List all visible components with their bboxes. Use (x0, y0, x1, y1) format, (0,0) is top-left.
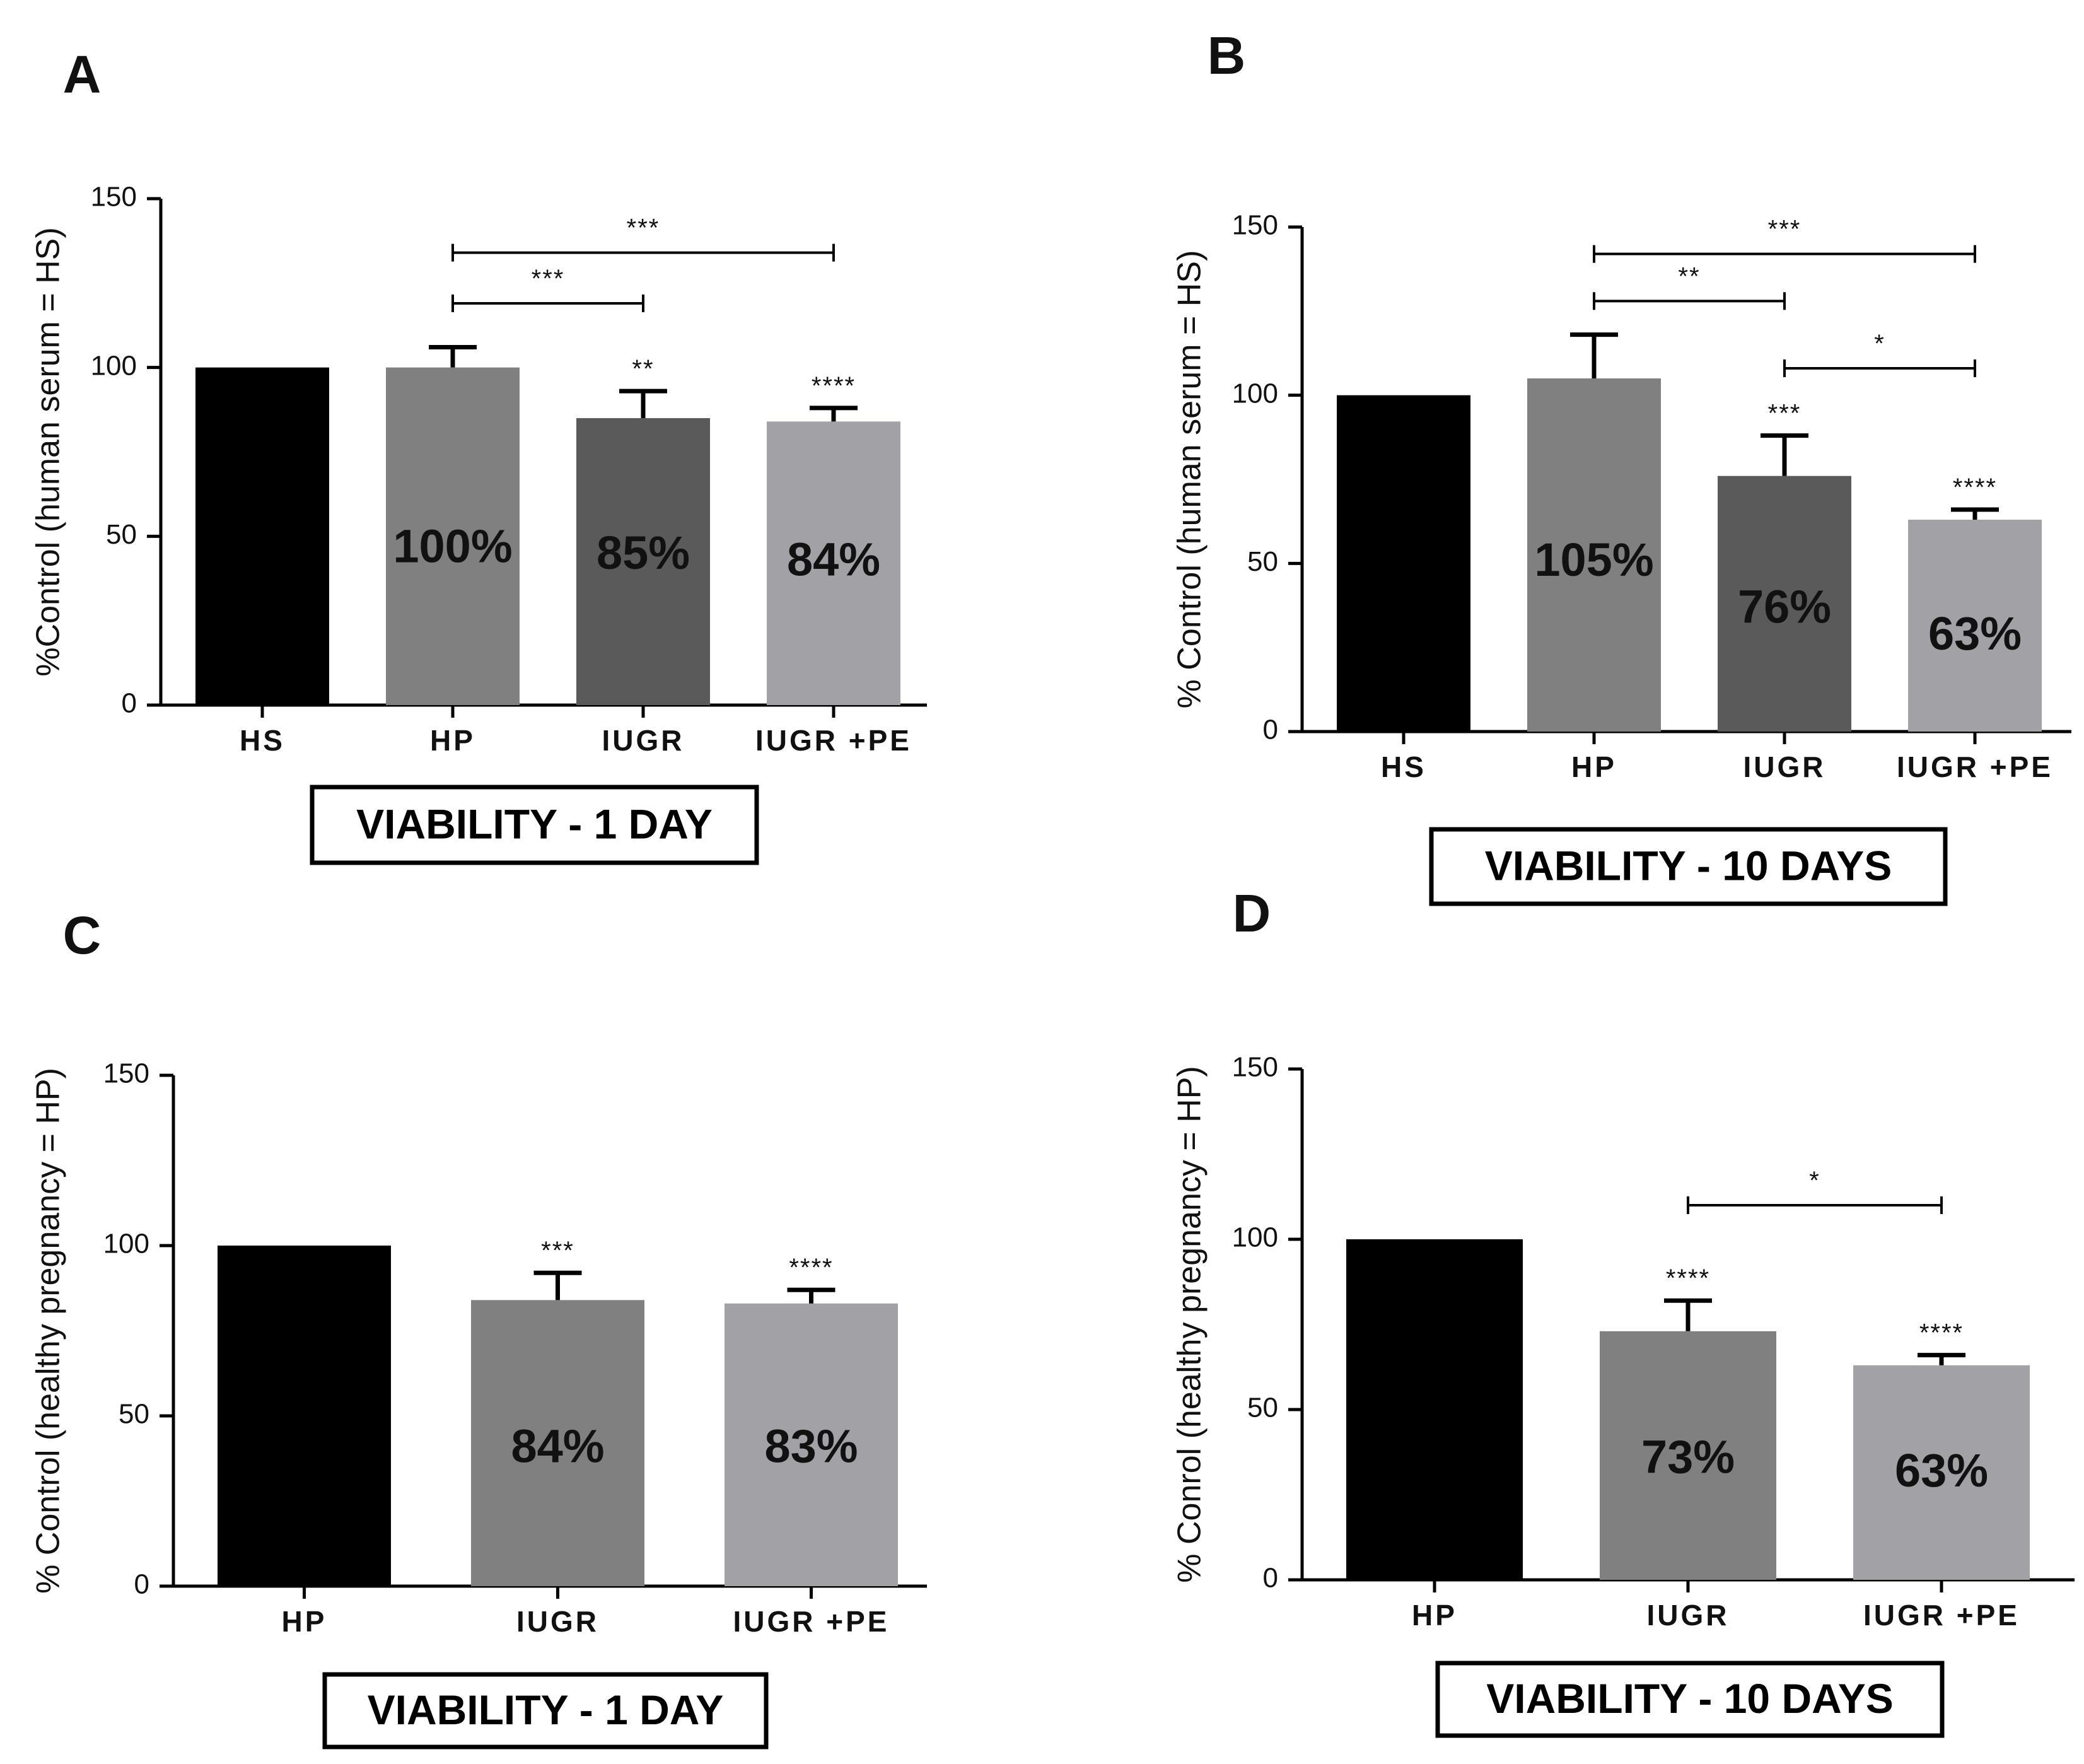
significance-marker: **** (1666, 1265, 1710, 1292)
panel-letter: D (1233, 884, 1271, 943)
significance-marker: **** (1953, 474, 1997, 501)
x-tick-label: IUGR +PE (1897, 751, 2053, 783)
y-tick-label: 0 (1263, 715, 1278, 745)
y-axis-label: % Conrol (healthy pregnancy = HP) (1172, 1066, 1208, 1582)
comparison-significance: *** (627, 214, 660, 242)
comparison-significance: ** (1678, 262, 1700, 290)
y-tick-label: 0 (1263, 1563, 1278, 1594)
title-box (322, 1672, 769, 1749)
panel-d: D 0 50 100 150 % Conrol (healthy pregnancy = … (1172, 884, 2075, 1738)
title-box (310, 785, 759, 865)
y-tick-label: 50 (106, 519, 137, 550)
bar (1718, 476, 1851, 732)
panel-letter: B (1208, 26, 1246, 85)
bar (218, 1246, 391, 1586)
y-tick-label: 150 (91, 182, 137, 213)
bar (767, 421, 900, 705)
y-tick-label: 0 (134, 1569, 149, 1600)
comparison-significance: *** (532, 265, 565, 293)
panel-a: A 0 50 100 150 %Control (human serum = HS) HS 1… (30, 45, 927, 865)
comparison-significance: * (1809, 1167, 1820, 1194)
y-tick-label: 50 (1247, 546, 1278, 577)
panel-letter: C (63, 906, 102, 965)
bar (1337, 395, 1470, 732)
significance-marker: ** (632, 355, 654, 383)
title-box (1435, 1661, 1945, 1738)
bar-value-label: 85% (597, 527, 690, 579)
x-tick-label: HP (1571, 751, 1617, 783)
bar (1600, 1331, 1776, 1580)
significance-marker: **** (1919, 1319, 1964, 1347)
bar-value-label: 84% (511, 1420, 604, 1473)
significance-marker: **** (812, 372, 856, 400)
chart-title: VIABILITY - 1 DAY (356, 800, 713, 847)
bar-value-label: 73% (1641, 1431, 1735, 1483)
x-tick-label: IUGR +PE (733, 1605, 889, 1638)
bar (1346, 1239, 1523, 1580)
bar-value-label: 84% (787, 534, 880, 586)
x-tick-label: HP (430, 724, 475, 757)
chart-title: VIABILITY - 10 DAYS (1486, 1675, 1894, 1722)
chart-title: VIABILITY - 1 DAY (368, 1686, 724, 1733)
x-tick-label: IUGR +PE (1863, 1599, 2020, 1632)
comparison-significance: * (1874, 330, 1885, 358)
x-tick-label: IUGR (1743, 751, 1826, 783)
panel-b: B 0 50 100 150 % Control (human serum = HS) HS… (1172, 26, 2071, 906)
bar (1908, 520, 2042, 732)
bar-value-label: 76% (1738, 581, 1831, 633)
y-axis-label: %Control (human serum = HS) (30, 227, 67, 676)
bar (195, 367, 329, 705)
x-tick-label: HP (282, 1605, 327, 1638)
y-axis-label: % Control (human serum = HS) (1172, 250, 1208, 709)
bar-value-label: 105% (1534, 534, 1653, 586)
bar-value-label: 83% (764, 1420, 858, 1473)
bar (725, 1303, 898, 1586)
y-tick-label: 150 (1232, 210, 1278, 241)
bar-value-label: 63% (1895, 1444, 1988, 1497)
comparison-significance: *** (1768, 216, 1802, 243)
x-tick-label: IUGR (602, 724, 685, 757)
y-tick-label: 100 (103, 1229, 149, 1259)
x-tick-label: HP (1412, 1599, 1457, 1632)
chart-title: VIABILITY - 10 DAYS (1485, 842, 1892, 889)
y-tick-label: 100 (91, 350, 137, 381)
significance-marker: **** (789, 1254, 833, 1282)
y-tick-label: 150 (1232, 1052, 1278, 1083)
x-tick-label: IUGR (516, 1605, 599, 1638)
y-axis-label: % Control (healthy pregnancy = HP) (30, 1068, 67, 1594)
bar (576, 418, 710, 705)
bar (1853, 1365, 2030, 1580)
significance-marker: *** (1768, 400, 1802, 428)
bar (386, 367, 520, 705)
y-tick-label: 100 (1232, 1222, 1278, 1253)
y-tick-label: 0 (122, 688, 137, 719)
panel-c: C 0 50 100 150 % Control (healthy pregnancy =… (30, 906, 927, 1749)
bar-value-label: 100% (393, 520, 512, 572)
y-tick-label: 100 (1232, 378, 1278, 409)
title-box (1429, 827, 1948, 906)
x-tick-label: IUGR (1647, 1599, 1730, 1632)
y-tick-label: 50 (1247, 1393, 1278, 1423)
panel-letter: A (63, 45, 102, 104)
bar (471, 1300, 644, 1586)
x-tick-label: HS (1381, 751, 1426, 783)
y-tick-label: 150 (103, 1058, 149, 1089)
significance-marker: *** (541, 1237, 574, 1265)
x-tick-label: IUGR +PE (755, 724, 912, 757)
x-tick-label: HS (240, 724, 285, 757)
bar-value-label: 63% (1928, 607, 2022, 660)
y-tick-label: 50 (119, 1399, 149, 1430)
bar (1527, 378, 1661, 732)
